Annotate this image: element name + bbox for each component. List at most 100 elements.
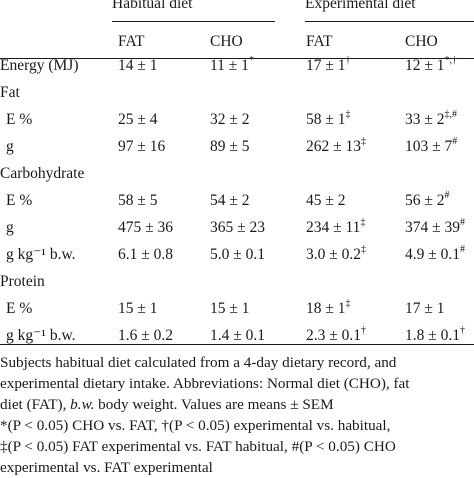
cell-value: 4.9 ± 0.1 bbox=[405, 246, 461, 263]
header-bottom-rule bbox=[0, 58, 474, 59]
cell-value: 3.0 ± 0.2 bbox=[306, 246, 362, 263]
row-label: E % bbox=[6, 192, 33, 209]
table-cell: 11 ± 1* bbox=[210, 54, 254, 75]
cell-value: 475 ± 36 bbox=[118, 219, 174, 236]
cell-significance-mark: # bbox=[452, 135, 458, 147]
footnote-text: *(P < 0.05) CHO vs. FAT, †(P < 0.05) exp… bbox=[0, 417, 391, 434]
table-cell: 15 ± 1 bbox=[118, 300, 158, 318]
cell-value: 2.3 ± 0.1 bbox=[306, 327, 362, 344]
cell-value: 15 ± 1 bbox=[210, 300, 250, 317]
cell-value: 11 ± 1 bbox=[210, 57, 249, 74]
section-label: Protein bbox=[0, 273, 45, 290]
header-experimental-diet: Experimental diet bbox=[305, 0, 416, 12]
row-label: g bbox=[6, 138, 14, 155]
caption-line-3c: body weight. Values are means ± SEM bbox=[94, 396, 334, 413]
cell-value: 1.4 ± 0.1 bbox=[210, 327, 266, 344]
cell-value: 14 ± 1 bbox=[118, 57, 158, 74]
table-cell: 1.6 ± 0.2 bbox=[118, 327, 173, 345]
cell-significance-mark: ‡ bbox=[361, 135, 367, 147]
cell-value: 17 ± 1 bbox=[306, 57, 346, 74]
caption-line-1: Subjects habitual diet calculated from a… bbox=[0, 354, 397, 371]
table-cell: 14 ± 1 bbox=[118, 57, 158, 75]
cell-significance-mark: # bbox=[444, 189, 450, 201]
cell-significance-mark: † bbox=[460, 324, 466, 336]
header-fat-experimental: FAT bbox=[306, 33, 333, 50]
row-label: g kg⁻¹ b.w. bbox=[6, 327, 76, 344]
caption-line-3a: diet (FAT), bbox=[0, 396, 71, 413]
table-cell: 33 ± 2‡,# bbox=[405, 108, 458, 129]
cell-significance-mark: ‡ bbox=[360, 216, 366, 228]
caption-line-2: experimental dietary intake. Abbreviatio… bbox=[0, 375, 410, 392]
table-cell: 1.4 ± 0.1 bbox=[210, 327, 265, 345]
table-cell: 3.0 ± 0.2‡ bbox=[306, 243, 367, 264]
table-cell: 18 ± 1‡ bbox=[306, 297, 351, 318]
caption-line-3: diet (FAT), b.w. body weight. Values are… bbox=[0, 394, 474, 415]
footnotes: *(P < 0.05) CHO vs. FAT, †(P < 0.05) exp… bbox=[0, 415, 474, 478]
table-cell: 4.9 ± 0.1# bbox=[405, 243, 466, 264]
table-cell: 365 ± 23 bbox=[210, 219, 265, 237]
cell-value: 45 ± 2 bbox=[306, 192, 346, 209]
table-cell: 12 ± 1*,† bbox=[405, 54, 458, 75]
cell-value: 5.0 ± 0.1 bbox=[210, 246, 266, 263]
cell-significance-mark: # bbox=[460, 243, 466, 255]
table-cell: 103 ± 7# bbox=[405, 135, 458, 156]
cell-value: 1.6 ± 0.2 bbox=[118, 327, 174, 344]
footnote-1: *(P < 0.05) CHO vs. FAT, †(P < 0.05) exp… bbox=[0, 415, 474, 436]
table-cell: 97 ± 16 bbox=[118, 138, 165, 156]
table-cell: 17 ± 1 bbox=[405, 300, 445, 318]
header-cho-habitual: CHO bbox=[210, 33, 243, 50]
header-rule-habitual bbox=[112, 21, 275, 22]
cell-value: 89 ± 5 bbox=[210, 138, 250, 155]
cell-value: 12 ± 1 bbox=[405, 57, 445, 74]
caption-bw: b.w. bbox=[70, 396, 95, 413]
table-cell: 234 ± 11‡ bbox=[306, 216, 366, 237]
table-cell: 58 ± 1‡ bbox=[306, 108, 351, 129]
cell-value: 262 ± 13 bbox=[306, 138, 362, 155]
table-cell: 5.0 ± 0.1 bbox=[210, 246, 265, 264]
footnote-2: ‡(P < 0.05) FAT experimental vs. FAT hab… bbox=[0, 436, 474, 457]
row-label: g kg⁻¹ b.w. bbox=[6, 246, 76, 263]
header-habitual-diet: Habitual diet bbox=[112, 0, 193, 12]
cell-value: 56 ± 2 bbox=[405, 192, 445, 209]
table-cell: 58 ± 5 bbox=[118, 192, 158, 210]
cell-value: 54 ± 2 bbox=[210, 192, 250, 209]
section-label: Carbohydrate bbox=[0, 165, 85, 182]
row-label: E % bbox=[6, 111, 33, 128]
cell-significance-mark: ‡,# bbox=[444, 108, 458, 120]
header-cho-experimental: CHO bbox=[405, 33, 438, 50]
cell-value: 103 ± 7 bbox=[405, 138, 453, 155]
cell-significance-mark: ‡ bbox=[345, 297, 351, 309]
table-cell: 475 ± 36 bbox=[118, 219, 173, 237]
table-cell: 6.1 ± 0.8 bbox=[118, 246, 173, 264]
cell-significance-mark: † bbox=[345, 54, 351, 66]
cell-value: 58 ± 5 bbox=[118, 192, 158, 209]
cell-value: 32 ± 2 bbox=[210, 111, 250, 128]
table-cell: 15 ± 1 bbox=[210, 300, 250, 318]
cell-value: 1.8 ± 0.1 bbox=[405, 327, 461, 344]
cell-significance-mark: † bbox=[361, 324, 367, 336]
cell-value: 33 ± 2 bbox=[405, 111, 445, 128]
table-cell: 89 ± 5 bbox=[210, 138, 250, 156]
header-rule-experimental bbox=[305, 21, 474, 22]
table-cell: 262 ± 13‡ bbox=[306, 135, 367, 156]
footnote-3: experimental vs. FAT experimental bbox=[0, 459, 213, 476]
row-label: g bbox=[6, 219, 14, 236]
table-cell: 25 ± 4 bbox=[118, 111, 158, 129]
table-cell: 56 ± 2# bbox=[405, 189, 450, 210]
cell-significance-mark: ‡ bbox=[361, 243, 367, 255]
cell-value: 374 ± 39 bbox=[405, 219, 461, 236]
cell-value: 17 ± 1 bbox=[405, 300, 445, 317]
table-cell: 17 ± 1† bbox=[306, 54, 351, 75]
cell-significance-mark: ‡ bbox=[345, 108, 351, 120]
cell-significance-mark: * bbox=[248, 54, 254, 66]
table-bottom-rule bbox=[0, 344, 474, 345]
header-fat-habitual: FAT bbox=[118, 33, 145, 50]
table-cell: 1.8 ± 0.1† bbox=[405, 324, 466, 345]
cell-value: 15 ± 1 bbox=[118, 300, 158, 317]
cell-significance-mark: *,† bbox=[444, 54, 458, 66]
row-label: Energy (MJ) bbox=[0, 57, 79, 74]
cell-value: 58 ± 1 bbox=[306, 111, 346, 128]
section-label: Fat bbox=[0, 84, 20, 101]
table-cell: 32 ± 2 bbox=[210, 111, 250, 129]
cell-significance-mark: # bbox=[460, 216, 466, 228]
